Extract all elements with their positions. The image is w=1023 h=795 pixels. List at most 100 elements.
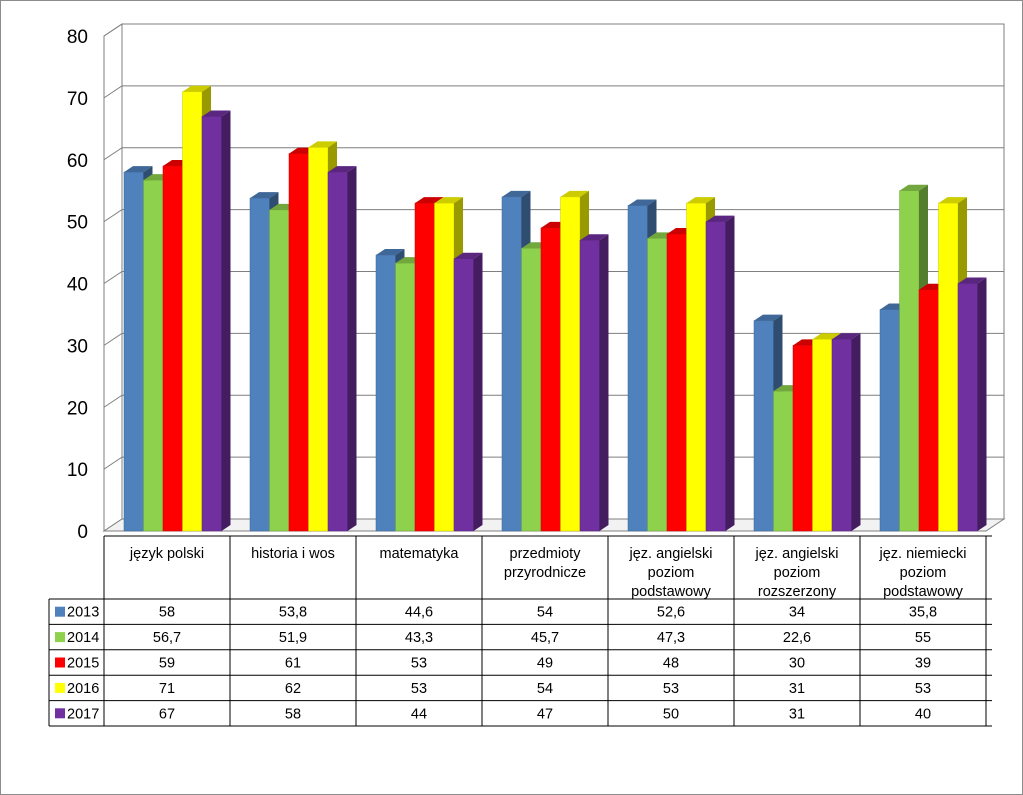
- bar-front: [647, 238, 668, 532]
- bar-top: [502, 190, 531, 197]
- bar-front: [269, 209, 290, 532]
- bar: [201, 110, 231, 532]
- bar: [579, 234, 609, 532]
- category-label: podstawowy: [631, 584, 712, 600]
- data-table-value: 71: [159, 681, 175, 697]
- bar-top: [182, 85, 211, 92]
- bar-top: [628, 199, 657, 206]
- legend-swatch: [55, 657, 65, 668]
- y-tick-label: 20: [67, 398, 88, 419]
- bar-front: [627, 205, 648, 532]
- bar-front: [812, 338, 833, 532]
- data-table-value: 34: [789, 605, 805, 621]
- category-label: podstawowy: [883, 584, 964, 600]
- data-table-value: 53: [915, 681, 931, 697]
- y-tick-label: 50: [67, 213, 88, 234]
- bar-front: [899, 190, 920, 532]
- bar-top: [560, 190, 589, 197]
- data-table-value: 53: [411, 681, 427, 697]
- bar-front: [938, 202, 959, 532]
- bar-top: [124, 166, 153, 173]
- bar-front: [288, 153, 309, 532]
- bar-top: [754, 314, 783, 321]
- bar-top: [938, 197, 967, 204]
- data-table-value: 40: [915, 706, 931, 722]
- bar-front: [666, 233, 687, 532]
- legend-swatch: [55, 682, 65, 693]
- bar-top: [202, 110, 231, 117]
- bar-front: [395, 262, 416, 532]
- bar-top: [434, 197, 463, 204]
- data-table-value: 51,9: [279, 630, 307, 646]
- gridline: [103, 85, 1004, 99]
- y-tick-label: 10: [67, 460, 88, 481]
- data-table-value: 67: [159, 706, 175, 722]
- data-table-value: 49: [537, 656, 553, 672]
- bar-top: [706, 215, 735, 222]
- legend-label: 2016: [67, 681, 99, 697]
- data-table-value: 50: [663, 706, 679, 722]
- legend-label: 2013: [67, 605, 99, 621]
- bar-front: [201, 116, 222, 532]
- bar-top: [376, 249, 405, 256]
- bar-front: [773, 390, 794, 532]
- bar-top: [686, 197, 715, 204]
- data-table-value: 47,3: [657, 630, 685, 646]
- data-table-value: 53,8: [279, 605, 307, 621]
- legend-label: 2014: [67, 630, 99, 646]
- data-table-value: 62: [285, 681, 301, 697]
- y-tick-label: 40: [67, 275, 88, 296]
- bar-front: [957, 283, 978, 532]
- bar-top: [308, 141, 337, 148]
- bar-top: [899, 184, 928, 191]
- bar-front: [753, 320, 774, 532]
- y-tick-label: 0: [77, 522, 88, 543]
- data-table-value: 44: [411, 706, 427, 722]
- data-table-value: 22,6: [783, 630, 811, 646]
- data-table-value: 54: [537, 681, 553, 697]
- bar-side: [347, 166, 357, 531]
- category-label: poziom: [900, 565, 947, 581]
- y-tick-label: 70: [67, 89, 88, 110]
- y-tick-label: 30: [67, 336, 88, 357]
- category-label: przyrodnicze: [504, 565, 586, 581]
- bar-top: [812, 333, 841, 340]
- data-table-value: 43,3: [405, 630, 433, 646]
- category-label: język polski: [129, 546, 204, 562]
- bar-side: [473, 252, 483, 531]
- data-table-value: 45,7: [531, 630, 559, 646]
- bar-front: [414, 202, 435, 532]
- bar-front: [540, 227, 561, 532]
- data-table-value: 31: [789, 681, 805, 697]
- bar-top: [415, 197, 444, 204]
- category-label: matematyka: [380, 546, 460, 562]
- bar-front: [560, 196, 581, 532]
- data-table-value: 53: [663, 681, 679, 697]
- bar-side: [977, 277, 987, 531]
- bar-top: [580, 234, 609, 241]
- category-label: jęz. niemiecki: [878, 546, 966, 562]
- category-label: poziom: [648, 565, 695, 581]
- data-table-value: 59: [159, 656, 175, 672]
- bar-top: [832, 333, 861, 340]
- bar-front: [579, 239, 600, 532]
- gridline: [103, 147, 1004, 161]
- bar-front: [308, 147, 329, 532]
- bar: [957, 277, 987, 532]
- data-table-value: 52,6: [657, 605, 685, 621]
- bar-front: [375, 254, 396, 532]
- bar: [327, 166, 357, 532]
- bar-front: [686, 202, 707, 532]
- bar-front: [182, 91, 203, 532]
- bar-top: [250, 192, 279, 199]
- bar-front: [831, 338, 852, 532]
- data-table-value: 58: [159, 605, 175, 621]
- gridline: [103, 23, 1004, 37]
- bar-side: [851, 333, 861, 531]
- data-table-value: 48: [663, 656, 679, 672]
- data-table-value: 61: [285, 656, 301, 672]
- bar-front: [162, 165, 183, 532]
- bar: [453, 252, 483, 532]
- legend-label: 2017: [67, 706, 99, 722]
- bar: [705, 215, 735, 532]
